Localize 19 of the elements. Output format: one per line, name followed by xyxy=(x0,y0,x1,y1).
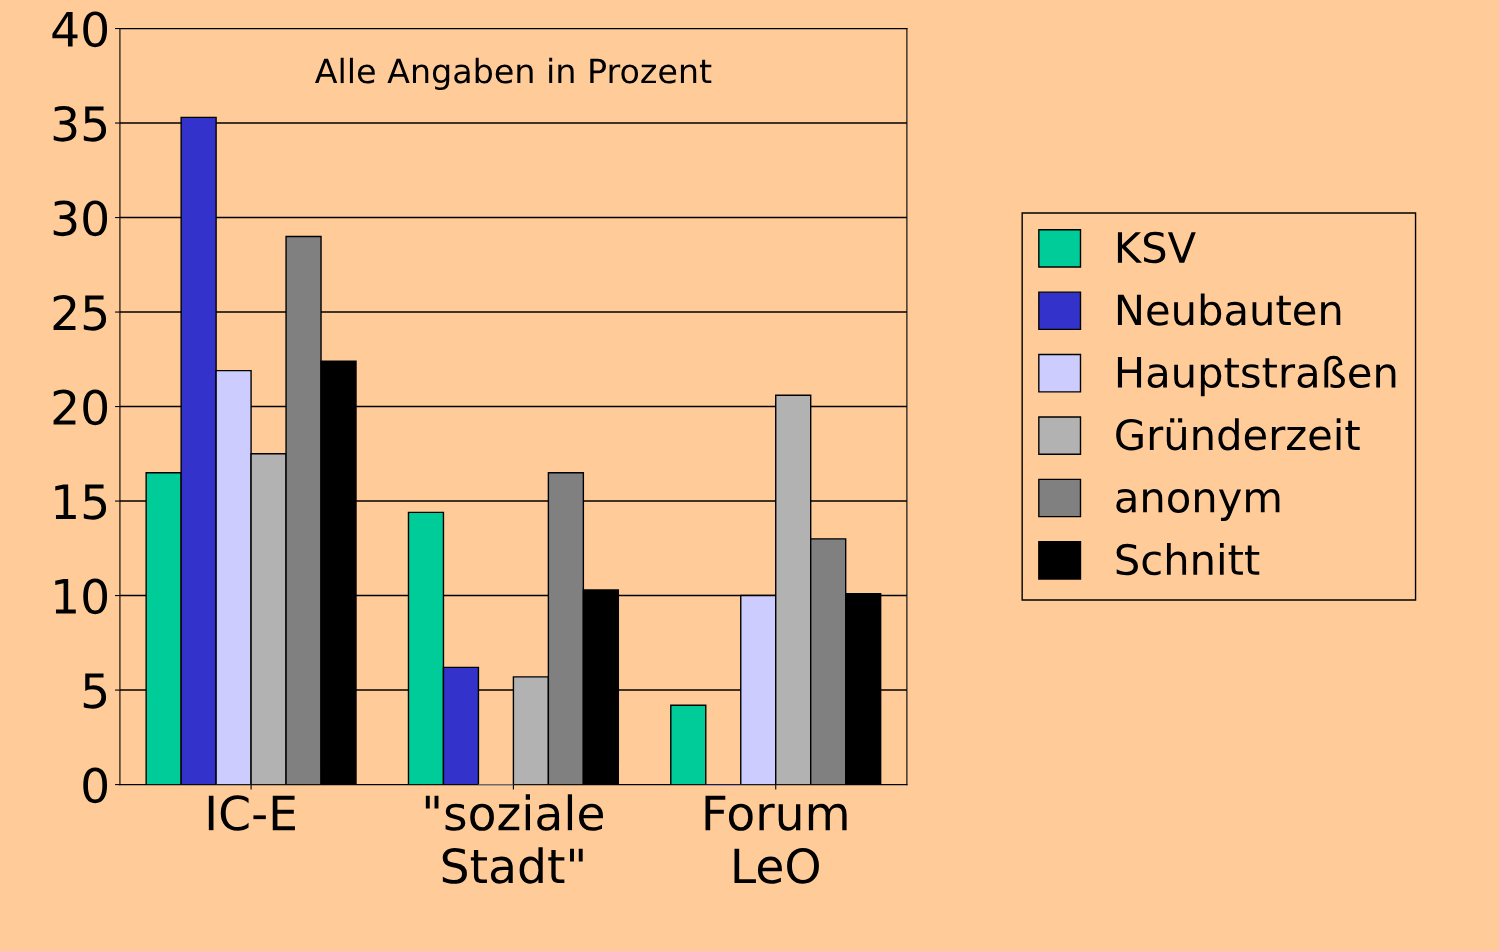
legend-label: Gründerzeit xyxy=(1116,418,1360,451)
y-tick-label: 5 xyxy=(83,673,107,709)
y-tick-label: 10 xyxy=(55,578,108,615)
y-tick-label: 15 xyxy=(55,484,107,520)
x-tick-label: "soziale Stadt" xyxy=(425,794,604,884)
legend-label: Schnitt xyxy=(1116,543,1260,576)
x-tick-label: Forum LeO xyxy=(705,795,847,884)
y-tick-label: 40 xyxy=(52,11,108,48)
legend-label: Hauptstraßen xyxy=(1117,355,1396,397)
y-tick-label: 35 xyxy=(53,105,107,142)
y-tick-label: 30 xyxy=(53,200,108,237)
annotation: Alle Angaben in Prozent xyxy=(314,57,712,91)
legend-label: anonym xyxy=(1116,488,1280,521)
legend-label: KSV xyxy=(1117,231,1196,264)
legend-label: Neubauten xyxy=(1117,293,1341,326)
y-tick-label: 25 xyxy=(53,294,107,331)
y-tick-label: 20 xyxy=(53,389,108,426)
x-tick-label: IC-E xyxy=(208,795,295,831)
y-tick-label: 0 xyxy=(83,767,108,804)
